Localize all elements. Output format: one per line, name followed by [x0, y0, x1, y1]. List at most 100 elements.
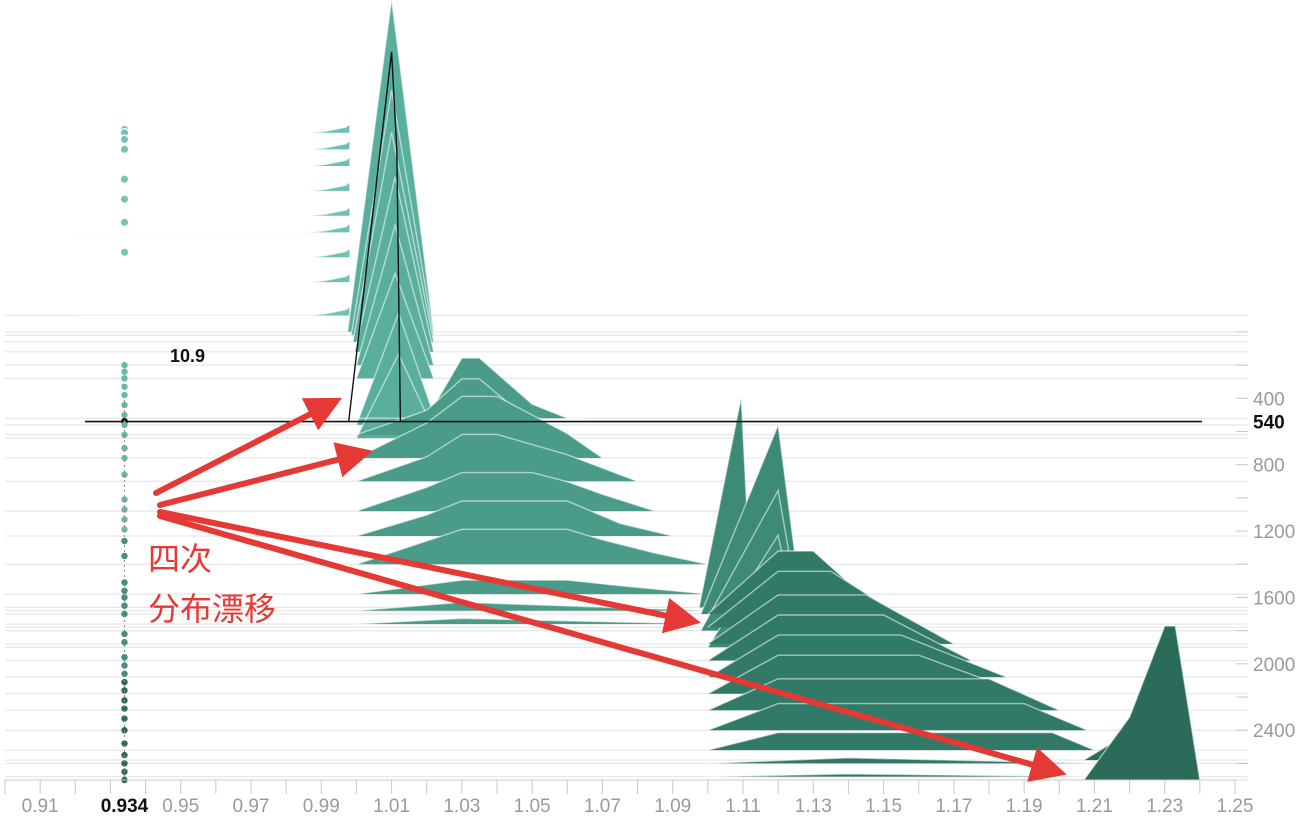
- ridge-line: [356, 471, 656, 512]
- ridge-area: [707, 703, 1088, 731]
- ridge-line: [75, 181, 350, 192]
- rug-dots: [119, 124, 130, 784]
- ridge-line: [346, 0, 435, 332]
- ridge-area: [356, 434, 638, 482]
- x-tick-label: 0.99: [303, 796, 340, 817]
- ridge-line: [356, 617, 708, 625]
- rug-dot: [121, 401, 128, 409]
- rug-dot: [121, 715, 128, 722]
- x-tick-label: 0.95: [162, 796, 199, 817]
- ridge-line: [707, 594, 955, 645]
- rug-dot: [121, 368, 128, 375]
- annotation-line-2: 分布漂移: [148, 591, 276, 627]
- ridge-line: [356, 395, 603, 459]
- ridge-line: [707, 614, 972, 662]
- rug-dot-hollow: [119, 247, 130, 258]
- rug-dot: [121, 653, 128, 661]
- rug-dot: [121, 471, 128, 478]
- ridge-area: [707, 732, 1095, 751]
- ridge-line: [75, 157, 350, 167]
- ridge-line: [75, 123, 350, 134]
- ridge-area: [75, 157, 350, 166]
- rug-dot: [121, 411, 128, 419]
- ridge-line: [707, 702, 1088, 731]
- rug-dot: [121, 639, 128, 646]
- axes: 0.91 0.934 0.95 0.97 0.99 1.01 1.03 1.05 1.07 1.0…: [4, 331, 1295, 817]
- ridge-area: [707, 678, 1060, 711]
- rug-dot: [121, 740, 128, 747]
- series-g2: [346, 0, 445, 439]
- x-tick-label: 0.97: [233, 796, 270, 817]
- rug-dot-hollow: [119, 134, 130, 145]
- drift-arrows: [153, 397, 1067, 782]
- rug-dot: [121, 391, 128, 399]
- rug-dot: [121, 454, 128, 462]
- x-tick-label: 1.05: [514, 796, 551, 817]
- x-tick-label: 0.91: [22, 796, 59, 817]
- x-tick-label: 1.01: [373, 796, 410, 817]
- ridge-line: [75, 273, 350, 283]
- ridge-area: [75, 248, 350, 258]
- ridge-area: [356, 501, 673, 537]
- ridge-line: [75, 206, 350, 217]
- ridge-area: [356, 472, 656, 512]
- x-tick-label: 0.934: [101, 796, 149, 817]
- rug-dot-hollow: [119, 217, 130, 228]
- rug-dot: [121, 610, 128, 618]
- series-g1: [75, 123, 350, 316]
- ridge-area: [356, 396, 603, 459]
- drift-arrow: [153, 397, 343, 496]
- rug-dot: [121, 421, 128, 429]
- x-tick-label: 1.25: [1217, 796, 1254, 817]
- rug-dot: [121, 579, 128, 586]
- ridge-line: [75, 223, 350, 234]
- ridgeline-series: [75, 0, 1201, 781]
- x-tick-label: 1.15: [865, 796, 902, 817]
- x-tick-label: 1.11: [725, 796, 761, 817]
- hover-crosshair: 10.9: [85, 51, 1202, 426]
- y-tick-label: 2000: [1253, 655, 1295, 676]
- rug-dot: [121, 594, 128, 601]
- ridge-line: [75, 248, 350, 258]
- ridge-line: [707, 634, 1007, 678]
- x-tick-label: 1.09: [654, 796, 691, 817]
- ridge-area: [75, 124, 350, 133]
- ridge-area: [356, 529, 708, 565]
- x-tick-label: 1.13: [795, 796, 832, 817]
- hover-value-label: 10.9: [170, 346, 205, 366]
- y-tick-label: 2400: [1253, 721, 1295, 742]
- drift-arrow: [157, 442, 373, 508]
- x-tick-label: 1.21: [1076, 796, 1113, 817]
- ridge-line: [75, 306, 350, 316]
- ridge-line: [356, 579, 708, 595]
- rug-dot: [121, 361, 128, 369]
- ridge-area: [75, 207, 350, 216]
- rug-dot: [121, 630, 128, 638]
- drift-arrow: [157, 513, 1067, 782]
- annotation-line-1: 四次: [148, 541, 212, 577]
- rug-dot: [121, 516, 128, 523]
- ridge-line: [707, 678, 1060, 711]
- rug-dot-hollow: [119, 174, 130, 185]
- ridge-area: [75, 223, 350, 233]
- rug-dot: [121, 444, 128, 452]
- ridge-line: [355, 271, 435, 379]
- annotation: 四次 分布漂移: [148, 397, 1067, 782]
- y-tick-label: 800: [1253, 456, 1285, 477]
- y-tick-label: 1600: [1253, 588, 1295, 609]
- ridge-area: [75, 273, 350, 283]
- rug-dot: [121, 496, 128, 503]
- rug-dot: [121, 431, 128, 439]
- rug-dot: [121, 526, 128, 533]
- hover-ridge-outline: [348, 51, 402, 422]
- y-tick-label: 540: [1253, 413, 1285, 434]
- series-g6: [1083, 625, 1201, 781]
- series-g3: [356, 357, 709, 625]
- rug-dot: [121, 375, 128, 382]
- ridge-line: [356, 528, 709, 565]
- rug-dot: [121, 506, 128, 513]
- ridge-area: [75, 182, 350, 191]
- ridge-line: [75, 140, 350, 151]
- ridge-line: [356, 500, 673, 537]
